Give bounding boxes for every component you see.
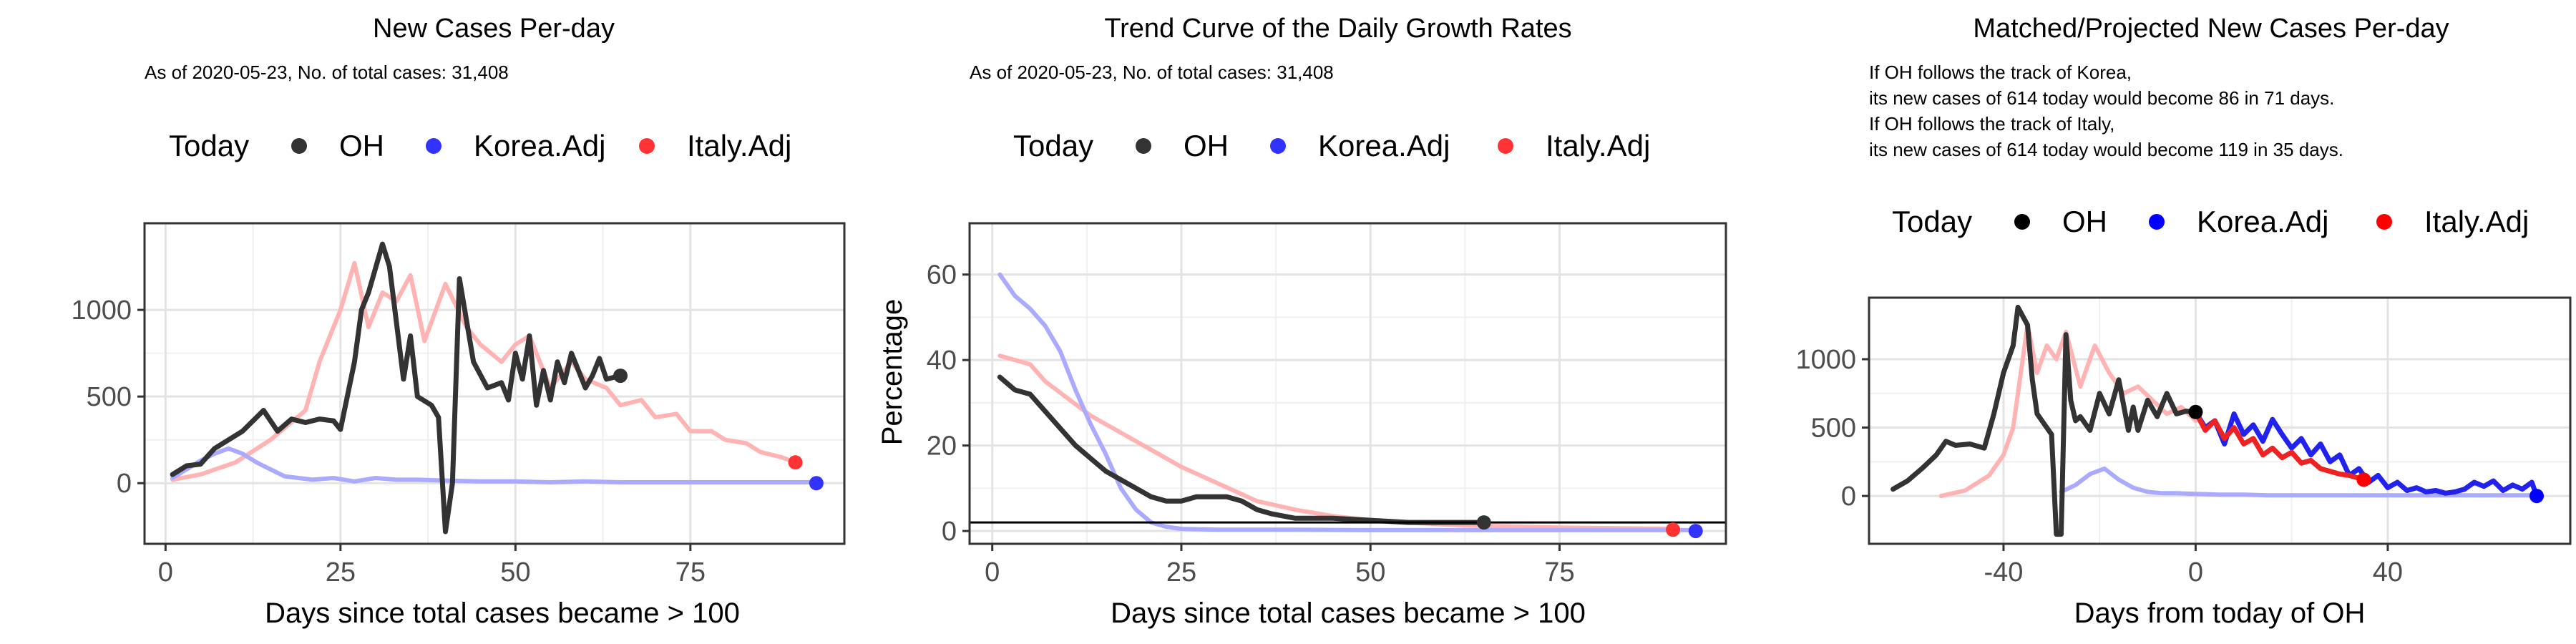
legend-key-italy [639, 138, 655, 154]
panel-new-cases: New Cases Per-day As of 2020-05-23, No. … [71, 14, 846, 629]
plot-area: -40 0 40 0 500 1000 [1795, 296, 2572, 587]
y-tick-label: 0 [1841, 482, 1856, 512]
legend-key-korea [1270, 138, 1286, 154]
legend-title: Today [1892, 205, 1972, 238]
series-line-korea-adj [170, 446, 819, 484]
legend: Today OH Korea.Adj Italy.Adj [1013, 129, 1650, 162]
panel-title: Trend Curve of the Daily Growth Rates [1104, 14, 1571, 44]
endpoint-oh [1476, 515, 1491, 530]
legend-key-oh [291, 138, 307, 154]
y-tick-label: 0 [117, 469, 132, 499]
y-tick-label: 0 [942, 517, 957, 547]
series-group [970, 272, 1726, 532]
x-tick-label: 75 [675, 557, 706, 587]
legend-key-korea [2149, 214, 2165, 230]
x-tick-label: -40 [1984, 557, 2023, 587]
series-group [170, 241, 819, 535]
series-group [1890, 304, 2540, 537]
panel-border [1868, 296, 2572, 545]
series-line-oh [997, 374, 1487, 525]
legend-key-oh [2014, 214, 2030, 230]
x-tick-label: 75 [1544, 557, 1574, 587]
legend-label-korea: Korea.Adj [2197, 205, 2328, 238]
x-tick-label: 0 [2188, 557, 2203, 587]
panel-border [968, 222, 1727, 545]
legend-title: Today [169, 129, 249, 162]
x-tick-label: 0 [985, 557, 1000, 587]
endpoint-korea-adj [809, 476, 824, 491]
x-axis-label: Days since total cases became > 100 [265, 597, 740, 629]
series-line-oh [170, 241, 623, 535]
y-axis-label: Percentage [877, 299, 908, 446]
series-line-oh [1890, 304, 2198, 537]
x-tick-label: 50 [500, 557, 530, 587]
panel-subtitle-line: its new cases of 614 today would become … [1869, 139, 2343, 160]
y-tick-label: 60 [927, 260, 957, 291]
endpoint-italy-adj [1666, 522, 1681, 537]
plot-area: 0 25 50 75 0 500 1000 [71, 222, 846, 587]
legend: Today OH Korea.Adj Italy.Adj [169, 129, 791, 162]
x-axis-label: Days from today of OH [2074, 597, 2366, 629]
legend-label-korea: Korea.Adj [474, 129, 605, 162]
panel-matched-projected: Matched/Projected New Cases Per-day If O… [1795, 14, 2572, 629]
y-tick-label: 20 [927, 431, 957, 462]
endpoint-italy-adj [788, 455, 803, 470]
panel-title: New Cases Per-day [373, 14, 615, 44]
x-tick-label: 50 [1355, 557, 1385, 587]
legend-label-italy: Italy.Adj [687, 129, 791, 162]
panel-title: Matched/Projected New Cases Per-day [1973, 14, 2449, 44]
endpoint-korea-adj [2529, 489, 2545, 504]
x-tick-label: 25 [1166, 557, 1196, 587]
series-line-korea-adj-past [2059, 466, 2534, 498]
series-line-italy-adj-past [1938, 323, 2198, 499]
legend-label-oh: OH [1184, 129, 1229, 162]
legend-label-italy: Italy.Adj [1546, 129, 1650, 162]
legend-label-korea: Korea.Adj [1318, 129, 1450, 162]
legend-label-oh: OH [2062, 205, 2107, 238]
panel-subtitle-line: its new cases of 614 today would become … [1869, 87, 2334, 109]
x-tick-label: 40 [2373, 557, 2403, 587]
series-line-italy-adj [2192, 409, 2366, 482]
y-tick-label: 40 [927, 346, 957, 376]
legend-key-italy [2376, 214, 2392, 230]
y-tick-label: 500 [87, 382, 132, 412]
panel-subtitle-line: As of 2020-05-23, No. of total cases: 31… [145, 62, 509, 83]
endpoint-korea-adj [1688, 524, 1703, 539]
x-axis-label: Days since total cases became > 100 [1111, 597, 1586, 629]
x-tick-label: 0 [158, 557, 173, 587]
legend-key-italy [1498, 138, 1513, 154]
endpoint-italy-adj [2356, 472, 2371, 487]
panel-border [143, 222, 846, 545]
endpoint-oh [613, 369, 628, 384]
endpoint-oh [2188, 404, 2203, 419]
series-line-italy-adj [170, 260, 798, 482]
panel-subtitle-line: If OH follows the track of Korea, [1869, 62, 2132, 83]
y-tick-label: 500 [1811, 414, 1856, 444]
x-tick-label: 25 [326, 557, 356, 587]
y-tick-label: 1000 [1795, 345, 1856, 375]
panel-subtitle-line: If OH follows the track of Italy, [1869, 113, 2114, 135]
legend-label-oh: OH [339, 129, 384, 162]
panel-subtitle-line: As of 2020-05-23, No. of total cases: 31… [970, 62, 1334, 83]
y-tick-label: 1000 [71, 296, 132, 326]
legend-key-korea [426, 138, 441, 154]
legend-title: Today [1013, 129, 1093, 162]
legend-label-italy: Italy.Adj [2424, 205, 2529, 238]
series-line-italy-adj [997, 353, 1675, 532]
panel-growth-rates: Trend Curve of the Daily Growth Rates As… [877, 14, 1727, 629]
legend-key-oh [1136, 138, 1151, 154]
legend: Today OH Korea.Adj Italy.Adj [1892, 205, 2529, 238]
plot-area: 0 25 50 75 0 20 40 60 [927, 222, 1727, 587]
